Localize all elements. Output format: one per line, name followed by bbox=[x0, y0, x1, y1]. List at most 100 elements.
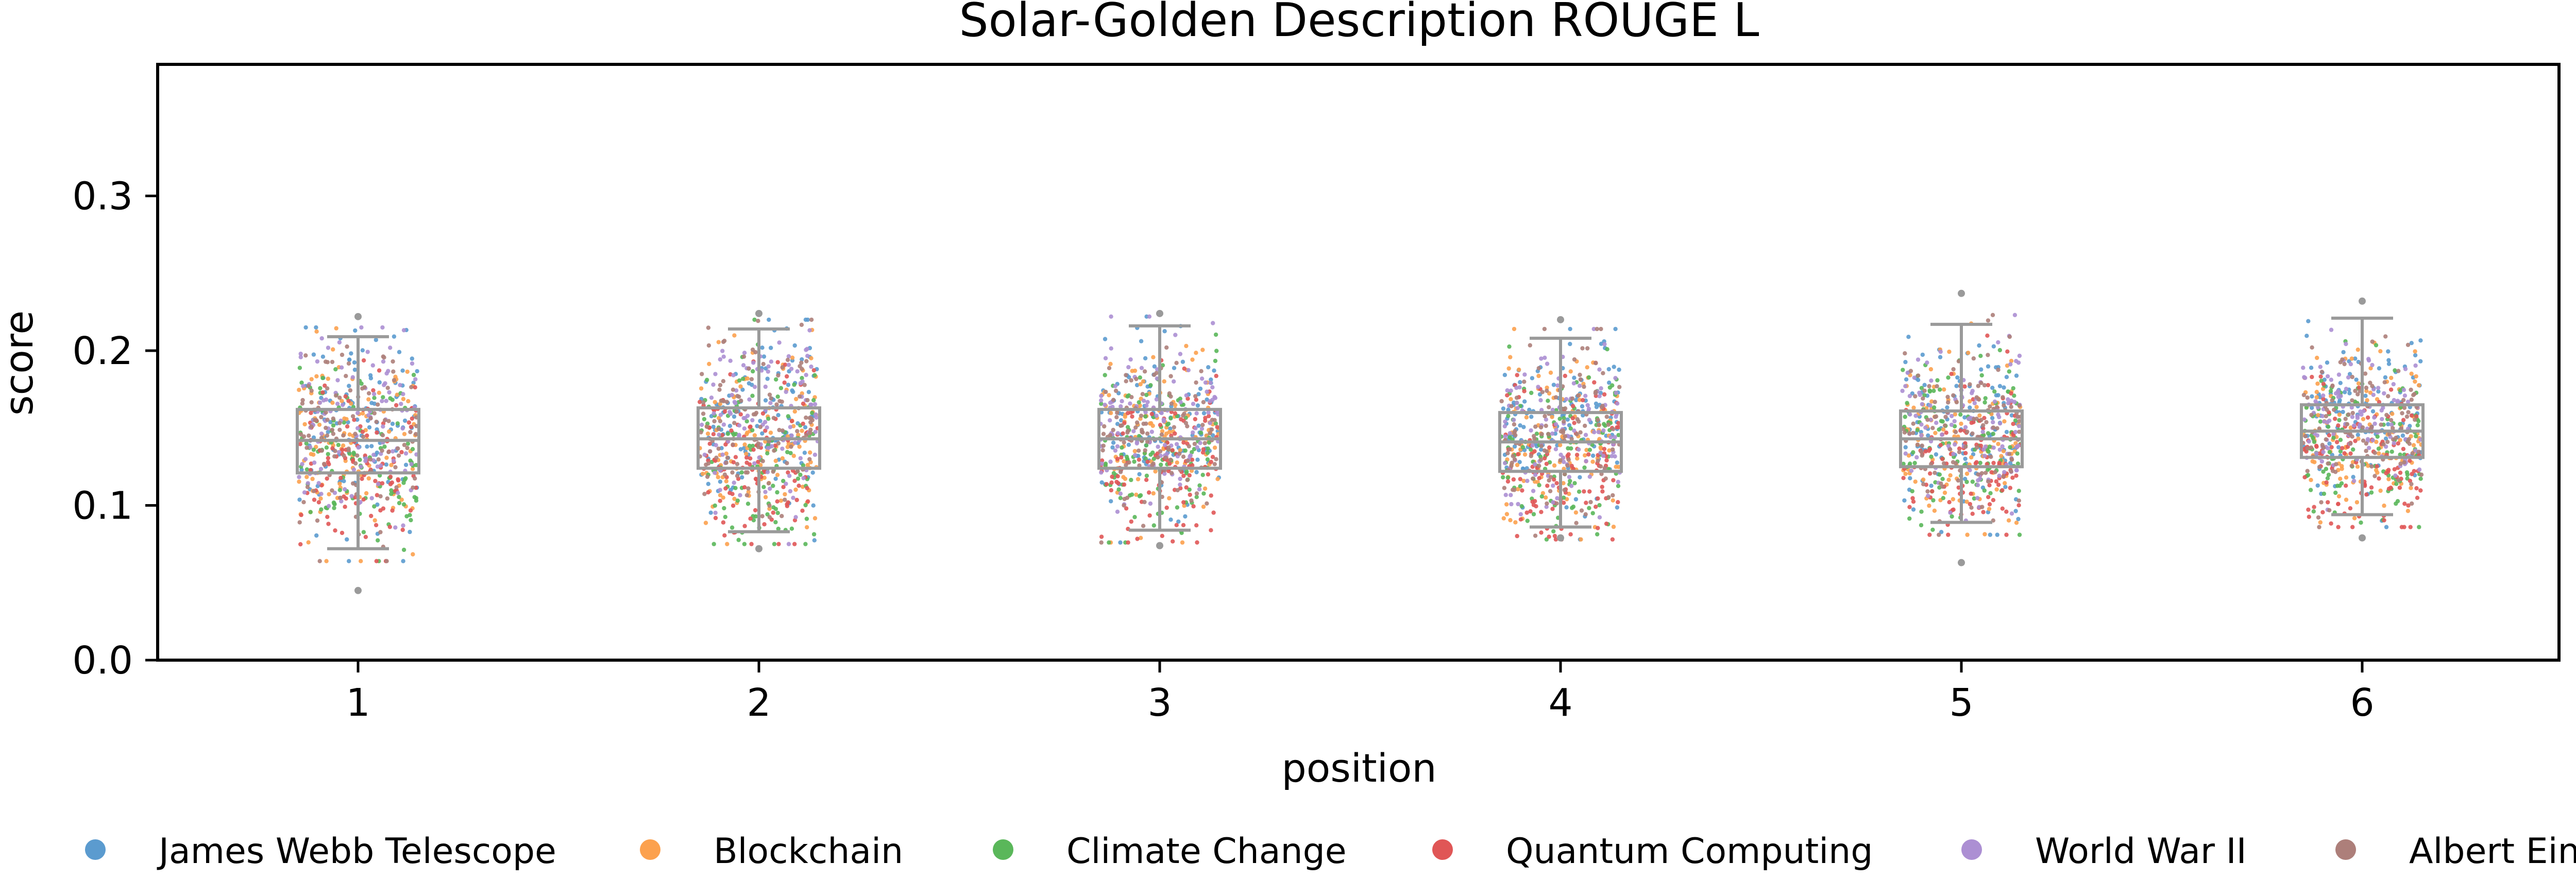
data-point bbox=[325, 360, 330, 365]
data-point bbox=[776, 373, 781, 378]
data-point bbox=[1591, 326, 1596, 332]
data-point bbox=[800, 428, 804, 433]
data-point bbox=[1185, 396, 1190, 401]
data-point bbox=[753, 508, 758, 513]
data-point bbox=[2327, 441, 2332, 446]
data-point bbox=[1199, 369, 1204, 373]
data-point bbox=[390, 508, 395, 513]
data-point bbox=[2356, 381, 2361, 386]
data-point bbox=[798, 456, 803, 461]
data-point bbox=[2370, 384, 2375, 388]
data-point bbox=[750, 393, 755, 398]
data-point bbox=[397, 350, 402, 354]
data-point bbox=[701, 411, 706, 416]
data-point bbox=[1150, 463, 1155, 468]
data-point bbox=[721, 422, 726, 427]
data-point bbox=[382, 355, 386, 360]
data-point bbox=[2319, 500, 2324, 505]
data-point bbox=[1518, 512, 1523, 516]
data-point bbox=[2386, 349, 2391, 354]
data-point bbox=[1932, 508, 1937, 513]
data-point bbox=[2314, 395, 2319, 400]
data-point bbox=[2364, 441, 2368, 446]
data-point bbox=[1151, 355, 1156, 359]
data-point bbox=[378, 494, 383, 498]
data-point bbox=[1613, 454, 1617, 459]
data-point bbox=[2413, 448, 2418, 453]
data-point bbox=[1553, 422, 1558, 427]
data-point bbox=[1595, 326, 1599, 332]
data-point bbox=[1151, 491, 1156, 496]
data-point bbox=[724, 460, 728, 465]
data-point bbox=[2372, 451, 2377, 455]
data-point bbox=[2350, 374, 2354, 379]
data-point bbox=[2357, 385, 2362, 390]
data-point bbox=[719, 399, 724, 403]
data-point bbox=[380, 448, 384, 453]
data-point bbox=[1950, 413, 1954, 419]
data-point bbox=[331, 423, 336, 428]
data-point bbox=[767, 317, 771, 322]
box-plot-5 bbox=[1899, 289, 2024, 566]
data-point bbox=[1129, 395, 1134, 400]
data-point bbox=[1603, 476, 1608, 481]
data-point bbox=[1588, 499, 1593, 505]
data-point bbox=[1155, 376, 1159, 381]
data-point bbox=[775, 360, 780, 365]
data-point bbox=[1534, 432, 1539, 436]
data-point bbox=[767, 515, 772, 520]
data-point bbox=[1982, 383, 1987, 388]
data-point bbox=[698, 400, 702, 404]
data-point bbox=[1908, 461, 1912, 466]
data-point bbox=[2007, 369, 2011, 374]
data-point bbox=[771, 484, 775, 488]
data-point bbox=[1505, 451, 1510, 456]
data-point bbox=[346, 448, 351, 453]
data-point bbox=[375, 493, 380, 497]
data-point bbox=[334, 326, 338, 331]
data-point bbox=[776, 542, 781, 546]
data-point bbox=[2011, 386, 2015, 391]
data-point bbox=[718, 488, 722, 492]
data-point bbox=[1531, 503, 1536, 507]
data-point bbox=[1511, 477, 1516, 482]
data-point bbox=[2320, 413, 2325, 419]
data-point bbox=[1173, 333, 1178, 337]
data-point bbox=[1979, 367, 1984, 372]
data-point bbox=[1143, 448, 1147, 453]
data-point bbox=[317, 559, 322, 563]
data-point bbox=[2013, 509, 2018, 513]
data-point bbox=[796, 433, 801, 437]
data-point bbox=[389, 480, 395, 485]
data-point bbox=[2364, 385, 2369, 390]
data-point bbox=[1162, 471, 1167, 476]
data-point bbox=[2405, 342, 2411, 347]
data-point bbox=[1951, 367, 1956, 372]
data-point bbox=[1120, 399, 1124, 404]
data-point bbox=[766, 364, 771, 369]
data-point bbox=[718, 419, 723, 424]
data-point bbox=[1554, 481, 1559, 486]
data-point bbox=[2405, 509, 2411, 513]
data-point bbox=[1185, 424, 1190, 428]
data-point bbox=[1125, 495, 1130, 500]
data-point bbox=[1118, 404, 1123, 409]
data-point bbox=[1903, 351, 1907, 356]
legend-label: Climate Change bbox=[1066, 831, 1347, 872]
data-point bbox=[415, 369, 419, 374]
data-point bbox=[809, 364, 814, 369]
data-point bbox=[2307, 439, 2311, 444]
data-point bbox=[1951, 497, 1955, 502]
data-point bbox=[378, 463, 383, 468]
data-point bbox=[2387, 432, 2392, 436]
data-point bbox=[1577, 384, 1582, 388]
data-point bbox=[397, 495, 401, 499]
data-point bbox=[1115, 509, 1120, 514]
data-point bbox=[747, 381, 752, 386]
data-point bbox=[2336, 502, 2341, 506]
data-point bbox=[324, 425, 328, 430]
data-point bbox=[722, 533, 727, 538]
data-point bbox=[1584, 459, 1588, 463]
data-point bbox=[391, 369, 396, 374]
data-point bbox=[401, 396, 406, 402]
